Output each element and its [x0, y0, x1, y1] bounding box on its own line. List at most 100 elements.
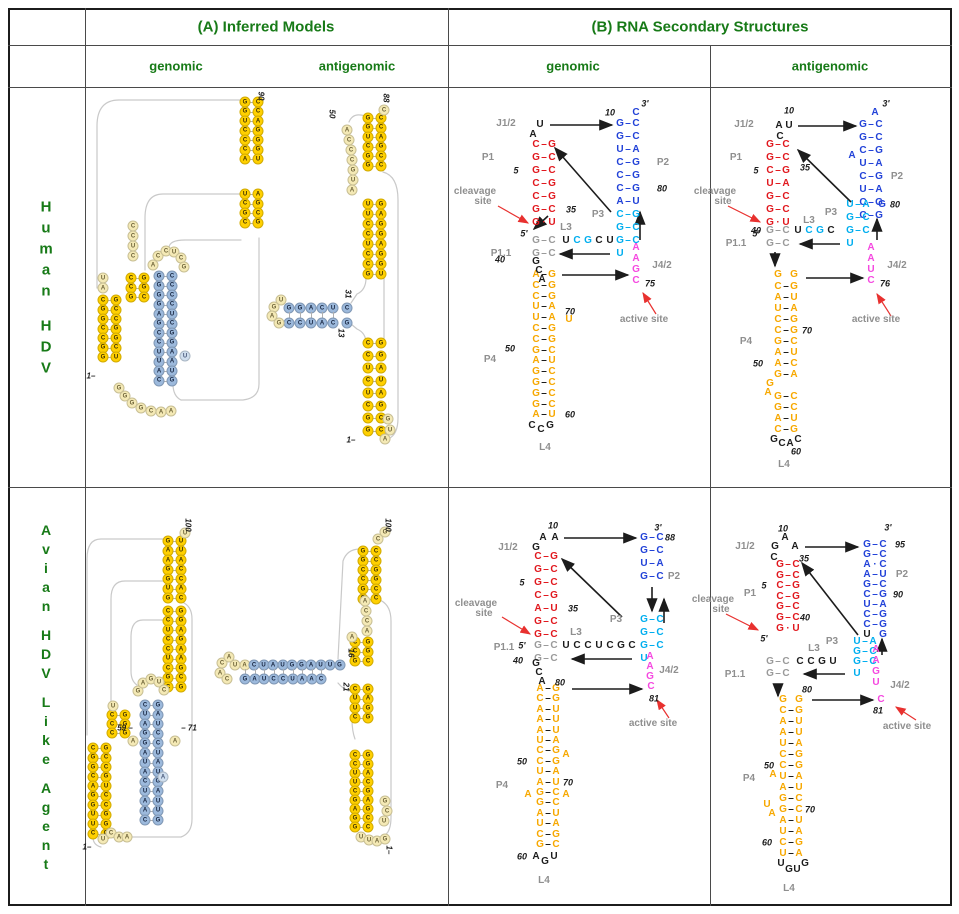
nucleotide-circle: A [239, 153, 251, 165]
structure-label: L4 [538, 875, 550, 886]
position-number: 35 [799, 162, 811, 173]
nucleotide-glyph: C [863, 619, 871, 630]
model-bond [168, 668, 181, 669]
nucleotide-circle: C [239, 217, 251, 228]
nucleotide-glyph: C [532, 178, 540, 189]
base-pair-bond: – [872, 569, 878, 580]
nucleotide-glyph: C [548, 398, 556, 410]
position-number: 50 [752, 358, 764, 369]
base-pair-bond: – [783, 358, 789, 369]
model-bond [245, 669, 246, 675]
base-pair-bond: – [785, 580, 791, 592]
nucleotide-circle: A [214, 667, 226, 679]
nucleotide-glyph: G [872, 666, 880, 677]
nucleotide-glyph: G [532, 542, 540, 553]
nucleotide-glyph: U [536, 735, 544, 746]
nucleotide-glyph: G [774, 402, 782, 413]
model-bond [145, 791, 158, 793]
model-bond [368, 355, 381, 357]
model-bond [368, 234, 381, 235]
nucleotide-circle: C [370, 593, 382, 604]
nucleotide-glyph: G [632, 264, 640, 275]
nucleotide-glyph: A [552, 766, 560, 778]
structure-label: active site [619, 314, 669, 325]
nucleotide-glyph: C [792, 559, 800, 570]
nucleotide-circle: C [327, 317, 339, 329]
model-bond [145, 810, 158, 812]
model-bond [355, 818, 368, 819]
nucleotide-circle: G [349, 655, 361, 667]
nucleotide-glyph: C [790, 402, 798, 413]
structure-label: P2 [656, 157, 670, 168]
base-pair-bond: – [788, 738, 794, 749]
nucleotide-glyph: U [562, 640, 570, 651]
strand-direction-arrow [553, 146, 612, 213]
base-pair-bond: – [788, 848, 794, 859]
model-bond [168, 620, 181, 622]
model-bond [355, 827, 368, 828]
position-number: 81 [872, 705, 884, 716]
base-pair-bond: – [541, 323, 547, 334]
row-label-letter: n [41, 836, 51, 853]
model-bond [368, 127, 381, 129]
nucleotide-glyph: C [616, 157, 624, 168]
nucleotide-circle: A [127, 735, 139, 747]
nucleotide-glyph: C [550, 653, 558, 664]
position-number: 76 [879, 278, 891, 289]
structure-label: P1 [743, 588, 757, 599]
model-bond [363, 570, 376, 571]
nucleotide-glyph: C [863, 589, 871, 600]
structure-label: P2 [667, 571, 681, 582]
nucleotide-circle: G [97, 351, 109, 363]
model-bond [368, 165, 381, 167]
nucleotide-glyph: C [770, 552, 778, 563]
position-number: 70 [562, 777, 574, 788]
nucleotide-circle: A [147, 259, 159, 271]
base-pair-bond: – [541, 355, 547, 367]
nucleotide-glyph: G [532, 377, 540, 388]
nucleotide-glyph: C [779, 749, 787, 760]
nucleotide-glyph: G [875, 171, 883, 182]
nucleotide-glyph: G [548, 323, 556, 334]
nucleotide-glyph: U [790, 292, 798, 303]
base-pair-bond: – [788, 705, 794, 716]
base-pair-bond: – [625, 235, 631, 246]
base-pair-bond: – [788, 826, 794, 837]
nucleotide-glyph: C [782, 668, 790, 679]
row-label-letter: g [41, 798, 51, 815]
base-pair-bond: – [545, 807, 551, 819]
base-pair-bond: – [625, 157, 631, 168]
model-bond [145, 753, 158, 754]
nucleotide-glyph: C [532, 139, 540, 150]
model-bond [368, 368, 381, 369]
position-number: 80 [801, 684, 813, 695]
nucleotide-glyph: G [790, 281, 798, 292]
row-label-letter: m [39, 240, 53, 258]
base-pair-bond: – [625, 183, 631, 194]
nucleotide-glyph: A [562, 789, 570, 800]
row-label-letter: V [40, 359, 52, 377]
nucleotide-glyph: C [776, 590, 784, 602]
nucleotide-glyph: A [536, 724, 544, 736]
nucleotide-circle: A [346, 631, 358, 643]
base-pair-bond: – [868, 197, 874, 208]
structure-label: L3 [803, 215, 815, 226]
nucleotide-circle: A [375, 362, 387, 374]
model-bond [93, 814, 106, 816]
nucleotide-circle: U [375, 268, 387, 280]
base-pair-bond: – [649, 558, 655, 569]
model-bond [368, 418, 381, 419]
base-pair-bond: – [775, 225, 781, 236]
nucleotide-glyph: U [552, 703, 560, 715]
nucleotide-glyph: C [536, 693, 544, 705]
nucleotide-glyph: G [846, 225, 854, 236]
nucleotide-circle: G [273, 317, 285, 329]
table-border-left [8, 8, 10, 906]
nucleotide-glyph: C [776, 580, 784, 592]
base-pair-bond: – [541, 312, 547, 324]
nucleotide-circle: C [362, 375, 374, 386]
nucleotide-glyph: C [632, 107, 640, 118]
nucleotide-glyph: A [879, 599, 887, 610]
nucleotide-glyph: G [552, 828, 560, 840]
